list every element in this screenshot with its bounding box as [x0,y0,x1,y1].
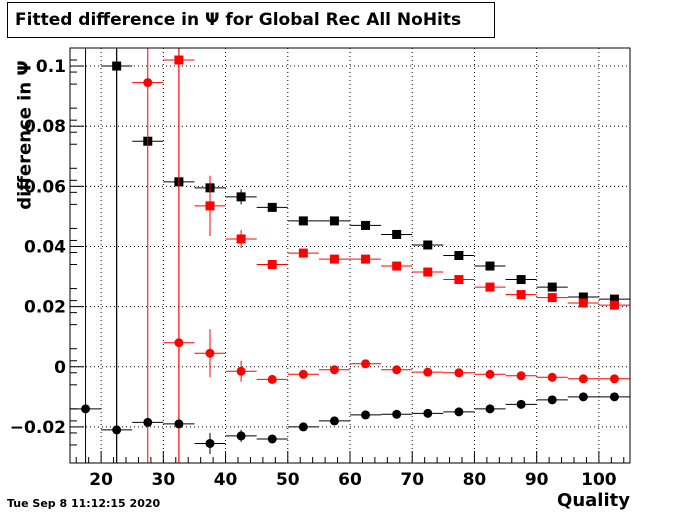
timestamp-footer: Tue Sep 8 11:12:15 2020 [7,497,161,510]
circle-marker [298,422,308,432]
square-marker [361,220,371,230]
x-tick-label: 50 [276,470,300,490]
circle-marker [361,410,371,420]
circle-marker [578,374,588,384]
circle-marker [329,365,339,375]
circle-marker [423,367,433,377]
circle-marker [81,404,91,414]
tick-labels: 20 30 40 50 60 70 80 90 100 −0.02 0 0.02 0.04 0.06 0.0… [10,57,617,490]
circle-marker [392,409,402,419]
circle-marker [236,366,246,376]
square-marker [485,261,495,271]
circle-marker [205,438,215,448]
circle-marker [454,368,464,378]
x-tick-label: 60 [338,470,362,490]
x-tick-label: 70 [400,470,424,490]
circle-marker [112,425,122,435]
axis-ticks [70,59,625,463]
square-marker [267,202,277,212]
square-marker [392,229,402,239]
circle-marker [547,395,557,405]
y-tick-label: −0.02 [10,418,66,438]
square-marker [516,290,526,300]
square-marker [547,293,557,303]
circle-marker [205,348,215,358]
square-marker [609,294,619,304]
y-axis-label: difference in Ψ [14,60,36,210]
chart-title: Fitted difference in Ψ for Global Rec Al… [7,2,495,38]
square-marker [329,216,339,226]
square-marker [547,282,557,292]
y-tick-label: 0.04 [24,237,66,257]
circle-marker [454,407,464,417]
circle-marker [609,374,619,384]
square-marker [578,292,588,302]
x-tick-label: 80 [463,470,487,490]
circle-marker [423,408,433,418]
circle-marker [267,434,277,444]
y-tick-label: 0 [54,358,66,378]
x-tick-label: 100 [581,470,617,490]
square-marker [298,248,308,258]
circle-marker [485,404,495,414]
circle-marker [143,417,153,427]
square-marker [454,275,464,285]
square-marker [361,254,371,264]
y-tick-label: 0.06 [24,177,66,197]
circle-marker [547,372,557,382]
square-marker [423,267,433,277]
circle-marker [267,374,277,384]
circle-marker [298,369,308,379]
square-marker [578,298,588,308]
square-marker [236,234,246,244]
circle-marker [174,338,184,348]
circle-marker [578,392,588,402]
x-tick-label: 20 [89,470,113,490]
square-marker [392,261,402,271]
square-marker [205,201,215,211]
circle-marker [392,365,402,375]
square-marker [423,240,433,250]
circle-marker [516,399,526,409]
circle-marker [143,78,153,88]
square-marker [516,275,526,285]
data-points [70,48,630,463]
circle-marker [485,369,495,379]
circle-marker [236,431,246,441]
circle-marker [609,392,619,402]
x-tick-label: 40 [214,470,238,490]
circle-marker [329,416,339,426]
circle-marker [174,419,184,429]
circle-marker [516,371,526,381]
grid-lines [70,48,630,463]
circle-marker [361,359,371,369]
x-axis-label: Quality [557,490,630,511]
y-tick-label: 0.1 [36,57,66,77]
y-tick-label: 0.02 [24,298,66,318]
x-tick-label: 90 [525,470,549,490]
square-marker [298,216,308,226]
x-tick-label: 30 [151,470,175,490]
square-marker [267,260,277,270]
square-marker [236,192,246,202]
square-marker [454,251,464,260]
square-marker [329,254,339,264]
square-marker [485,282,495,292]
square-marker [609,300,619,310]
y-tick-label: 0.08 [24,117,66,137]
